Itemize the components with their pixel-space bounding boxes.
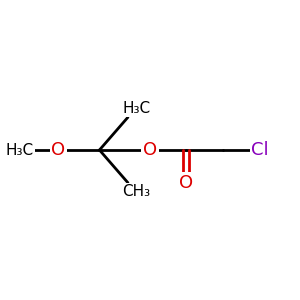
Text: O: O [51,141,65,159]
Text: O: O [143,141,157,159]
Text: H₃C: H₃C [5,142,33,158]
Text: CH₃: CH₃ [123,184,151,199]
Text: Cl: Cl [251,141,269,159]
Text: O: O [178,174,193,192]
Text: H₃C: H₃C [123,101,151,116]
